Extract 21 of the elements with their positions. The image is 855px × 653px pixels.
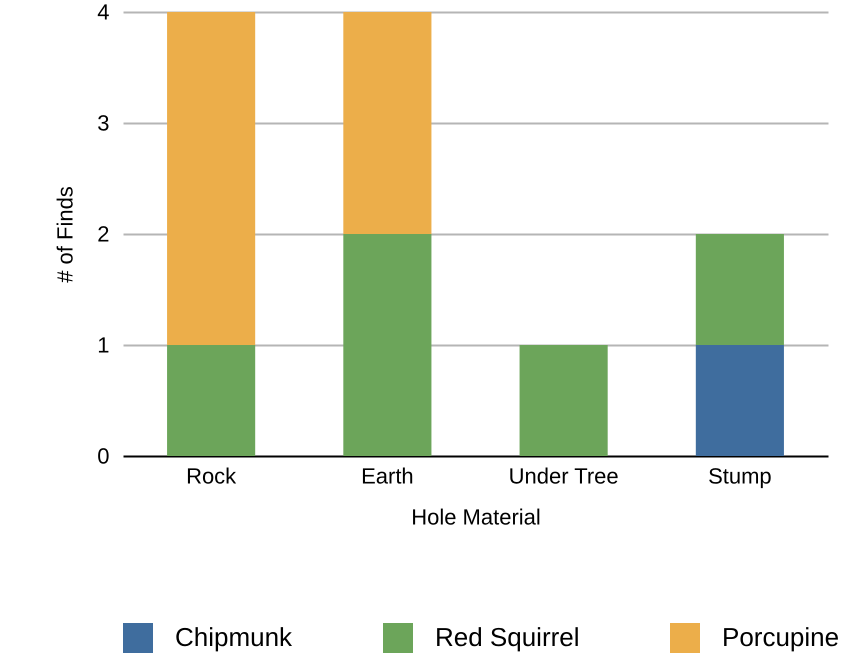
y-tick-label: 0 (97, 444, 110, 468)
bar (343, 234, 432, 456)
x-tick-label: Earth (361, 464, 414, 488)
x-tick-label: Under Tree (508, 464, 619, 488)
bar (520, 345, 608, 456)
bar (167, 345, 256, 456)
x-tick-label: Rock (186, 464, 238, 488)
bar (343, 12, 432, 234)
legend-label: Porcupine (722, 622, 840, 652)
legend-label: Red Squirrel (435, 622, 580, 652)
y-axis-title: # of Finds (52, 186, 78, 283)
y-tick-label: 3 (97, 110, 110, 136)
y-tick-label: 4 (97, 0, 110, 24)
y-tick-label: 2 (97, 222, 110, 246)
x-tick-label: Stump (708, 464, 772, 488)
bar (167, 12, 256, 345)
bar (696, 345, 784, 456)
bar (696, 234, 784, 345)
legend-label: Chipmunk (175, 622, 294, 652)
y-tick-label: 1 (97, 332, 110, 358)
x-axis-title: Hole Material (411, 504, 541, 530)
